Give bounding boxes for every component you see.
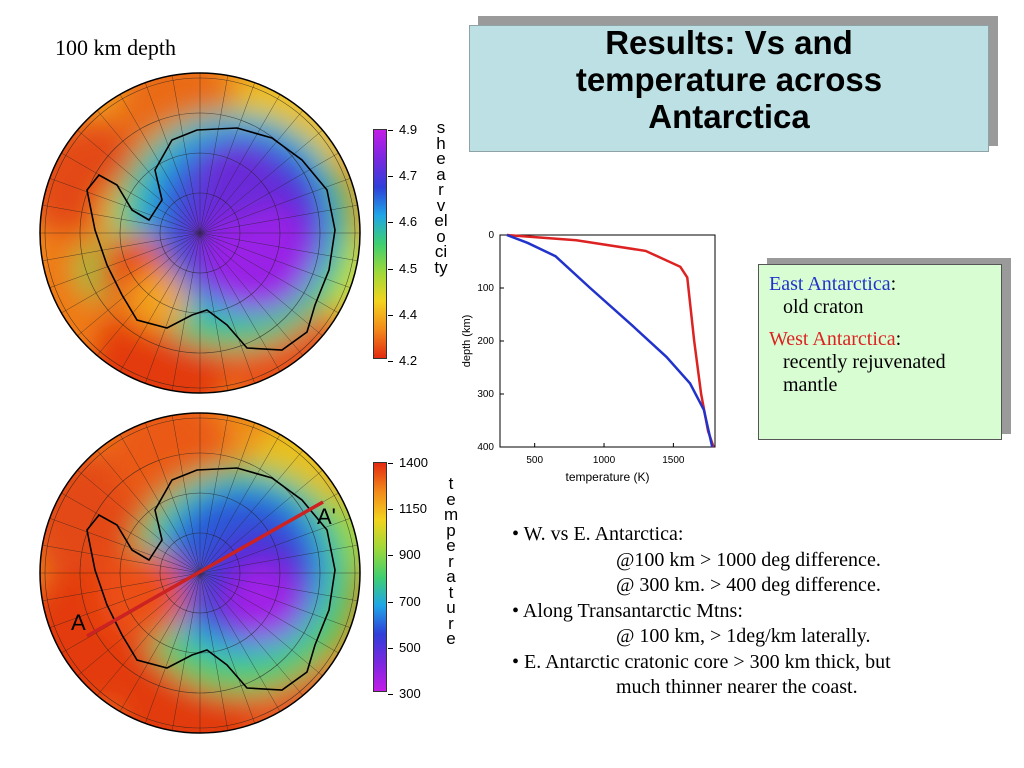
shear-tick: 4.2 [399, 353, 418, 368]
plot-frame [499, 234, 716, 448]
shear-tick: 4.7 [399, 168, 418, 183]
temp-tick: 900 [399, 547, 421, 562]
temperature-colorbar-label: temperature [444, 474, 459, 648]
shear-tick: 4.5 [399, 261, 418, 276]
shear-tick: 4.9 [399, 122, 418, 137]
title-line-1: Results: Vs and [605, 24, 853, 61]
depth-label: 100 km depth [55, 35, 176, 60]
temp-tick: 300 [399, 686, 421, 701]
y-axis-label: depth (km) [461, 315, 473, 368]
region-legend: East Antarctica: old craton West Antarct… [758, 264, 1002, 440]
temp-tick: 1400 [399, 455, 428, 470]
east-antarctica-name: East Antarctica [769, 273, 891, 295]
temp-tick: 700 [399, 594, 421, 609]
x-axis-label: temperature (K) [565, 470, 649, 484]
shear-colorbar-label: shear velocity [434, 118, 448, 277]
x-tick-label: 500 [526, 455, 543, 466]
west-colon: : [895, 328, 902, 350]
bullet-item: • E. Antarctic cratonic core > 300 km th… [512, 650, 891, 673]
bullet-subitem: @ 100 km, > 1deg/km laterally. [616, 625, 871, 647]
bullet-item: • W. vs E. Antarctica: [512, 523, 684, 545]
shear-colorbar [373, 129, 387, 359]
title-line-2: temperature across [575, 61, 883, 98]
x-tick-label: 1000 [593, 455, 616, 466]
y-tick-label: 100 [477, 283, 494, 294]
shear-tick: 4.4 [399, 307, 418, 322]
profile-end-label: A' [317, 504, 336, 529]
bullet-item: • Along Transantarctic Mtns: [512, 599, 743, 622]
y-tick-label: 200 [477, 336, 494, 347]
profile-start-label: A [71, 610, 86, 635]
west-antarctica-name: West Antarctica [769, 328, 896, 350]
temperature-depth-chart: 500 1000 1500 0 100 200 300 400 temperature (K) d… [461, 230, 716, 484]
title-line-3: Antarctica [648, 98, 810, 135]
shear-tick: 4.6 [399, 214, 418, 229]
east-antarctica-desc: old craton [783, 296, 864, 318]
temperature-colorbar [373, 462, 387, 692]
temp-tick: 500 [399, 640, 421, 655]
slide-title: Results: Vs and temperature across Antar… [469, 24, 989, 135]
temp-tick: 1150 [399, 501, 427, 516]
series-line-1 [506, 233, 714, 448]
bullet-subitem: @ 300 km. > 400 deg difference. [616, 574, 881, 596]
y-tick-label: 0 [488, 230, 494, 241]
west-antarctica-desc-2: mantle [783, 374, 838, 396]
east-colon: : [890, 273, 897, 295]
bullet-subitem: much thinner nearer the coast. [616, 676, 858, 698]
findings-list: • W. vs E. Antarctica: @100 km > 1000 de… [512, 522, 1017, 701]
profile-line [86, 500, 324, 638]
shear-velocity-map [39, 72, 361, 394]
temperature-map: A A' [39, 412, 361, 734]
y-tick-label: 300 [477, 389, 494, 400]
title-box [469, 25, 989, 152]
bullet-subitem: @100 km > 1000 deg difference. [616, 548, 881, 571]
x-tick-label: 1500 [662, 455, 685, 466]
west-antarctica-desc-1: recently rejuvenated [783, 351, 946, 373]
west-legend-line: West Antarctica: [769, 328, 991, 351]
y-tick-label: 400 [477, 442, 494, 453]
east-legend-line: East Antarctica: [769, 273, 991, 296]
